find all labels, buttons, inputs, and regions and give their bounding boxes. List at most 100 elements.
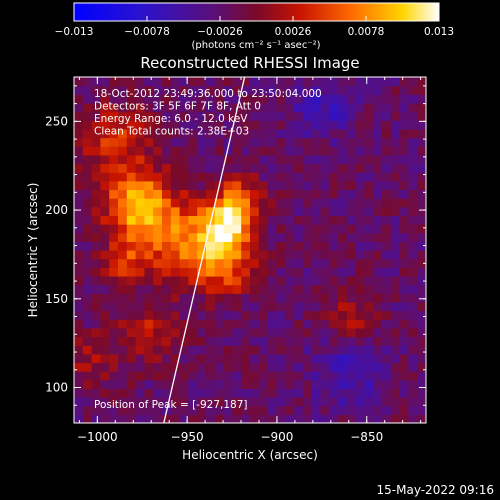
heatmap-cell bbox=[329, 102, 339, 113]
heatmap-cell bbox=[74, 163, 84, 173]
heatmap-cell bbox=[179, 180, 189, 191]
heatmap-cell bbox=[74, 189, 84, 199]
heatmap-cell bbox=[188, 120, 198, 130]
heatmap-cell bbox=[408, 267, 418, 277]
heatmap-cell bbox=[399, 172, 409, 182]
heatmap-cell bbox=[100, 301, 110, 312]
heatmap-cell bbox=[267, 85, 277, 95]
heatmap-cell bbox=[162, 397, 172, 407]
heatmap-cell bbox=[373, 414, 383, 423]
heatmap-cell bbox=[373, 362, 383, 372]
heatmap-cell bbox=[179, 232, 189, 242]
heatmap-cell bbox=[109, 206, 119, 216]
heatmap-cell bbox=[382, 146, 392, 156]
heatmap-cell bbox=[329, 379, 339, 389]
heatmap-cell bbox=[408, 310, 418, 320]
heatmap-cell bbox=[382, 102, 392, 113]
heatmap-cell bbox=[162, 284, 172, 294]
heatmap-cell bbox=[267, 275, 277, 286]
heatmap-cell bbox=[206, 172, 216, 182]
heatmap-cell bbox=[100, 327, 110, 338]
heatmap-cell bbox=[126, 293, 137, 303]
heatmap-cell bbox=[206, 146, 216, 156]
heatmap-cell bbox=[285, 362, 295, 372]
heatmap-cell bbox=[355, 94, 365, 104]
heatmap-cell bbox=[417, 146, 426, 156]
heatmap-cell bbox=[320, 336, 330, 346]
heatmap-cell bbox=[197, 241, 207, 251]
heatmap-cell bbox=[399, 94, 409, 104]
heatmap-cell bbox=[320, 154, 330, 165]
heatmap-cell bbox=[373, 77, 383, 87]
heatmap-cell bbox=[162, 293, 172, 303]
plot-frame bbox=[73, 76, 427, 424]
heatmap-cell bbox=[91, 388, 101, 398]
heatmap-cell bbox=[364, 128, 374, 139]
heatmap-cell bbox=[241, 172, 251, 182]
heatmap-cell bbox=[355, 250, 365, 260]
heatmap-cell bbox=[285, 301, 295, 312]
heatmap-cell bbox=[311, 327, 321, 338]
heatmap-cell bbox=[390, 224, 401, 234]
heatmap-cell bbox=[311, 224, 321, 234]
heatmap-cell bbox=[118, 77, 128, 87]
heatmap-cell bbox=[338, 310, 348, 320]
heatmap-cell bbox=[382, 137, 392, 147]
x-tick-label: −850 bbox=[350, 430, 383, 444]
heatmap-cell bbox=[206, 94, 216, 104]
heatmap-cell bbox=[206, 206, 216, 216]
heatmap-cell bbox=[390, 189, 401, 199]
heatmap-cell bbox=[188, 189, 198, 199]
heatmap-cell bbox=[118, 189, 128, 199]
heatmap-cell bbox=[302, 284, 313, 294]
heatmap-cell bbox=[126, 94, 137, 104]
heatmap-cell bbox=[276, 414, 286, 423]
heatmap-cell bbox=[302, 137, 313, 147]
heatmap-cell bbox=[267, 198, 277, 208]
heatmap-cell bbox=[294, 275, 304, 286]
heatmap-cell bbox=[214, 267, 225, 277]
heatmap-cell bbox=[267, 414, 277, 423]
heatmap-cell bbox=[294, 206, 304, 216]
heatmap-cell bbox=[355, 379, 365, 389]
heatmap-cell bbox=[338, 102, 348, 113]
heatmap-cell bbox=[118, 137, 128, 147]
heatmap-cell bbox=[285, 172, 295, 182]
heatmap-cell bbox=[267, 206, 277, 216]
heatmap-cell bbox=[302, 241, 313, 251]
heatmap-cell bbox=[100, 405, 110, 415]
heatmap-cell bbox=[373, 128, 383, 139]
heatmap-cell bbox=[417, 293, 426, 303]
heatmap-cell bbox=[346, 128, 357, 139]
heatmap-cell bbox=[364, 215, 374, 225]
heatmap-cell bbox=[170, 85, 181, 95]
heatmap-cell bbox=[311, 102, 321, 113]
heatmap-cell bbox=[417, 250, 426, 260]
heatmap-cell bbox=[188, 397, 198, 407]
heatmap-cell bbox=[302, 336, 313, 346]
heatmap-cell bbox=[276, 146, 286, 156]
heatmap-cell bbox=[153, 327, 163, 338]
heatmap-cell bbox=[232, 111, 242, 121]
heatmap-cell bbox=[74, 111, 84, 121]
heatmap-cell bbox=[82, 293, 93, 303]
heatmap-cell bbox=[250, 353, 260, 364]
heatmap-cell bbox=[390, 353, 401, 364]
heatmap-cell bbox=[197, 154, 207, 165]
heatmap-cell bbox=[408, 102, 418, 113]
heatmap-cell bbox=[408, 250, 418, 260]
heatmap-cell bbox=[162, 206, 172, 216]
heatmap-cell bbox=[232, 180, 242, 191]
heatmap-cell bbox=[170, 102, 181, 113]
heatmap-cell bbox=[82, 241, 93, 251]
heatmap-cell bbox=[311, 345, 321, 355]
heatmap-cell bbox=[311, 154, 321, 165]
heatmap-cell bbox=[373, 284, 383, 294]
heatmap-cell bbox=[250, 379, 260, 389]
heatmap-cell bbox=[320, 232, 330, 242]
heatmap-cell bbox=[135, 327, 145, 338]
heatmap-cell bbox=[144, 301, 154, 312]
heatmap-cell bbox=[267, 215, 277, 225]
heatmap-cell bbox=[294, 301, 304, 312]
heatmap-cell bbox=[74, 258, 84, 268]
